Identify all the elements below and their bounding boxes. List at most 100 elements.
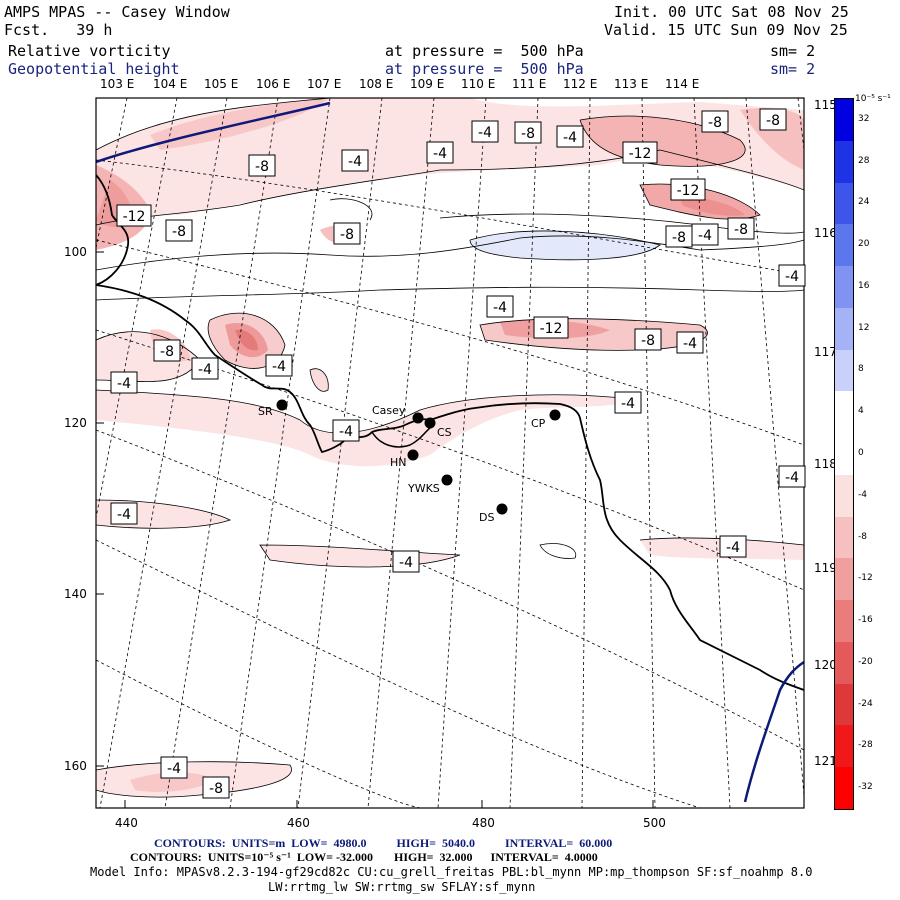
contour-label: -8 [340,227,354,243]
geopotential-contours [96,101,804,803]
init-time: Init. 00 UTC Sat 08 Nov 25 [614,3,849,21]
contour-label: -4 [726,540,740,556]
bottom-axis-label: 480 [472,816,495,830]
colorbar-segment [835,516,853,559]
station-marker [407,449,419,461]
contour-label: -12 [629,146,652,162]
colorbar-tick: 0 [858,448,864,458]
left-axis-label: 140 [64,587,87,601]
left-axis-label: 120 [64,416,87,430]
contour-label-box [719,535,747,558]
contour-label-box [248,154,276,177]
contour-label-box [691,223,719,246]
top-lon-label: 113 E [614,77,649,91]
contour-label: -12 [540,321,563,337]
colorbar-segment [835,224,853,267]
colorbar-tick: 16 [858,280,870,291]
lat-lon-grid [96,98,804,808]
colorbar-segment [835,266,853,309]
contour-label: -8 [641,333,655,349]
contour-label-box [333,222,361,245]
station-label: Casey [372,404,406,417]
contour-label-box [153,339,181,362]
plot-title: AMPS MPAS -- Casey Window [4,3,230,21]
station-label: SR [258,405,273,418]
contour-label: -4 [167,761,181,777]
vorticity-contours [96,98,804,798]
bottom-axis-label: 500 [643,816,666,830]
left-axis-label: 100 [64,245,87,259]
station-label: DS [479,511,494,524]
colorbar-tick: -32 [858,782,873,793]
colorbar-segment [835,433,853,476]
field2-level: at pressure = 500 hPa [385,60,584,78]
coastline [96,174,804,691]
contour-label: -12 [677,183,700,199]
contour-label: -4 [621,396,635,412]
contour-label-box [556,125,584,148]
contour-label-box [110,371,138,394]
colorbar-segment [835,600,853,643]
contour-label-box [110,502,138,525]
contour-label-box [191,357,219,380]
left-axis-label: 160 [64,759,87,773]
contour-label-box [471,120,499,143]
contour-label-box [778,465,806,488]
top-lon-label: 111 E [512,77,547,91]
contour-label-box [634,328,662,351]
station-label: YWKS [407,482,440,495]
contour-label-box [332,419,360,442]
contour-label: -8 [160,344,174,360]
colorbar-tick: -4 [858,489,867,500]
field2-name: Geopotential height [8,60,180,78]
top-lon-label: 104 E [153,77,188,91]
contour-label: -4 [785,269,799,285]
valid-time: Valid. 15 UTC Sun 09 Nov 25 [604,21,848,39]
top-lon-label: 107 E [307,77,342,91]
station-label: CS [437,426,452,439]
top-lon-label: 105 E [204,77,239,91]
contour-label: -4 [348,154,362,170]
colorbar-segment [835,683,853,726]
colorbar-segment [835,558,853,601]
colorbar-segment [835,767,853,810]
bottom-axis-label: 460 [287,816,310,830]
contour-label-box [676,331,704,354]
contour-label-box [486,295,514,318]
contour-label: -4 [399,555,413,571]
contour-label: -12 [123,209,146,225]
top-lon-label: 110 E [461,77,496,91]
contour-label-box [701,110,729,133]
colorbar-tick: 12 [858,322,870,333]
colorbar-segment [835,307,853,351]
colorbar [834,98,854,810]
station-marker [549,409,561,421]
contour-label-box [533,316,569,339]
colorbar-segment [835,99,853,142]
contour-label-box [759,108,787,131]
colorbar-segment [835,349,853,392]
contour-label: -4 [785,470,799,486]
colorbar-segment [835,140,853,183]
contour-label-box [622,141,658,164]
forecast-hour: Fcst. 39 h [4,21,113,39]
contour-label-box [116,204,152,227]
contour-label-box [727,217,755,240]
colorbar-tick: -12 [858,573,873,584]
top-lon-label: 114 E [665,77,700,91]
colorbar-tick: -20 [858,656,873,667]
station-label: CP [531,417,546,430]
colorbar-tick: 4 [858,406,864,417]
contour-label-box [341,149,369,172]
contour-label: -8 [209,781,223,797]
footer-model-info: Model Info: MPASv8.2.3-194-gf29cd82c CU:… [90,865,813,879]
contour-label: -4 [563,130,577,146]
colorbar-segment [835,182,853,225]
contour-label-box [265,354,293,377]
colorbar-tick: -24 [858,698,873,709]
field1-name: Relative vorticity [8,42,171,60]
station-marker [412,412,424,424]
contour-label-box [778,264,806,287]
colorbar-tick: 28 [858,155,870,166]
contour-label-box [202,776,230,799]
